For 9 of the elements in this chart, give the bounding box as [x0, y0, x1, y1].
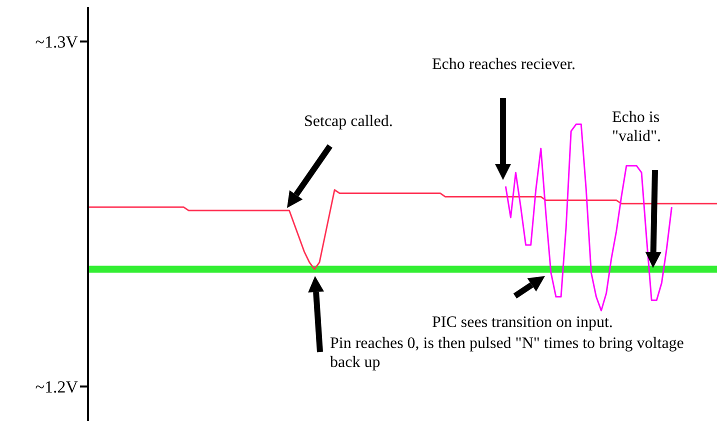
line-series	[504, 124, 672, 312]
annotation: Echo is "valid".	[612, 108, 662, 146]
line-series	[87, 189, 717, 270]
annotation: Setcap called.	[304, 112, 394, 131]
annotation: Pin reaches 0, is then pulsed "N" times to bring voltage back up	[330, 334, 685, 372]
y-tick-label: ~1.2V	[35, 378, 79, 397]
annotation: PIC sees transition on input.	[432, 313, 614, 332]
annotation: Echo reaches reciever.	[432, 55, 576, 74]
y-tick-label: ~1.3V	[35, 32, 79, 52]
